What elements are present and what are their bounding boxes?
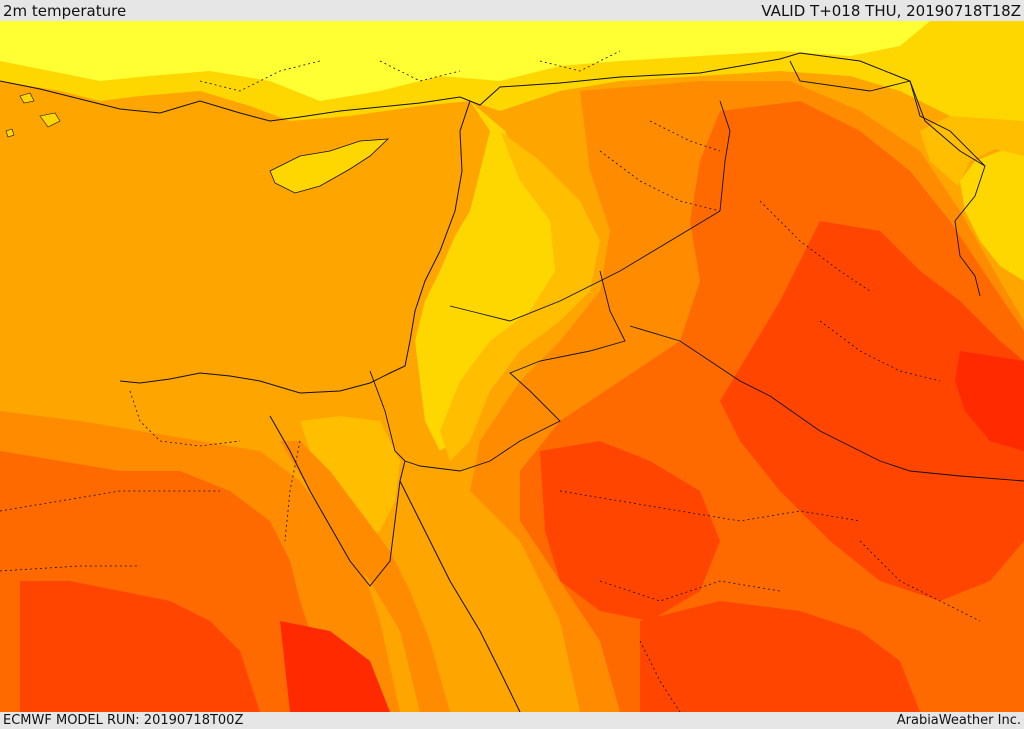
red-sea-east-coast (399, 480, 521, 712)
northeast-yellow-zone (960, 141, 1024, 281)
coastlines (0, 52, 986, 712)
turkey-coastline (0, 52, 986, 167)
gulf-red-zone (720, 221, 1024, 601)
footer-bar: ECMWF MODEL RUN: 20190718T00Z ArabiaWeat… (0, 712, 1024, 729)
sinai-zone (300, 416, 400, 541)
arabia-south-zone (640, 601, 920, 712)
border-jordan-saudi (404, 270, 626, 472)
cyprus (269, 138, 390, 194)
levant-coastline (119, 100, 471, 394)
model-run-label: ECMWF MODEL RUN: 20190718T00Z (3, 713, 244, 728)
northeast-amber-zone (920, 116, 1024, 186)
header-bar: 2m temperature VALID T+018 THU, 20190718… (0, 0, 1024, 21)
levant-yellow-strip (415, 101, 560, 451)
north-pale-zone (0, 21, 930, 101)
egypt-red-zone (20, 581, 260, 712)
admin-boundaries (0, 50, 981, 712)
gulf-of-suez-coast (269, 415, 406, 587)
valid-time-label: VALID T+018 THU, 20190718T18Z (761, 1, 1021, 20)
country-borders (369, 60, 1024, 482)
levant-amber-strip (440, 131, 600, 461)
border-syria-iraq (449, 210, 721, 322)
map-title: 2m temperature (3, 1, 127, 20)
red-sea (280, 441, 450, 712)
aegean-islands (5, 92, 61, 138)
credit-label: ArabiaWeather Inc. (896, 713, 1021, 728)
border-egypt-israel (369, 370, 406, 462)
border-iraq-syria-north (719, 100, 731, 212)
gulf-deep-red-zone (955, 351, 1024, 451)
temperature-map[interactable] (0, 21, 1024, 712)
border-iraq-iran (789, 60, 986, 297)
central-arabia-red-zone (540, 441, 720, 621)
border-iraq-saudi (629, 325, 1024, 482)
map-canvas (0, 21, 1024, 712)
egypt-deep-red-zone (280, 621, 390, 712)
